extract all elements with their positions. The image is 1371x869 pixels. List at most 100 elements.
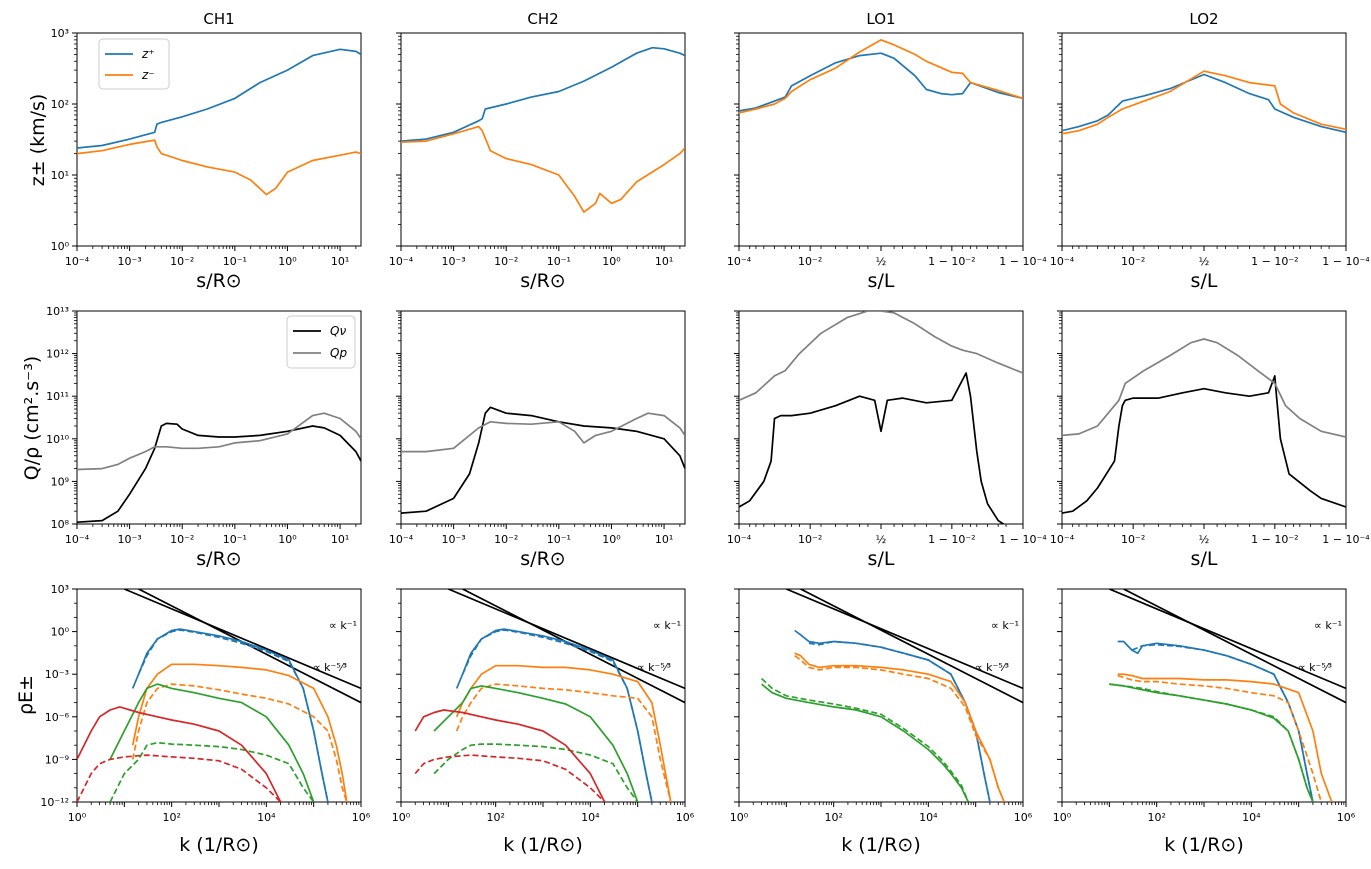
r3-ch1-annotation-k1: ∝ k⁻¹ xyxy=(329,619,357,632)
panel-title-ch2: CH2 xyxy=(527,10,558,28)
legend-q-nu-label: Qν xyxy=(330,324,346,338)
r1-lo1-frame xyxy=(738,32,1024,247)
r3-ch2-xtick-label: 10² xyxy=(486,811,504,824)
r2-ch1-series-qp xyxy=(77,412,361,471)
r1-lo1-series-z-plus xyxy=(739,52,1023,112)
r3-lo2-series-blue-solid xyxy=(1117,640,1314,802)
r1-ch1-xtick-label: 10⁻⁴ xyxy=(65,255,90,268)
r1-ch2-xtick-label: 10⁻⁴ xyxy=(389,255,414,268)
r3-ch1-ytick-label: 10⁰ xyxy=(51,626,70,639)
r1-lo2-xlabel: s/L xyxy=(1191,270,1218,292)
r3-lo2-annotation-k1: ∝ k⁻¹ xyxy=(1314,619,1342,632)
legend-q-box xyxy=(286,315,356,369)
r1-ch1-series-z-minus xyxy=(77,139,361,196)
r2-ch1-ytick-label: 10¹⁰ xyxy=(46,433,69,446)
r3-lo2-series-green-dashed xyxy=(1109,683,1314,802)
r3-ch1-ytick-label: 10⁻⁹ xyxy=(45,753,69,766)
r3-lo2-series-orange-dashed xyxy=(1117,674,1323,802)
r3-lo1-xlabel: k (1/R⊙) xyxy=(841,834,920,856)
r2-ch1-xtick-label: 10⁻¹ xyxy=(223,533,247,546)
panel-title-lo1: LO1 xyxy=(866,10,895,28)
r3-ch1-ytick-label: 10⁻¹² xyxy=(40,796,69,809)
r2-lo1-xlabel: s/L xyxy=(868,548,895,570)
r1-lo1-xlabel: s/L xyxy=(868,270,895,292)
r2-lo2-series-q xyxy=(1062,375,1346,514)
r1-ch1-series-z-plus xyxy=(77,48,361,149)
r3-lo1-ref-k53 xyxy=(800,589,1023,704)
r3-ch1-series-orange-solid xyxy=(131,663,348,802)
r3-ch2-ref-k1 xyxy=(447,589,685,690)
panel-title-lo2: LO2 xyxy=(1189,10,1218,28)
r2-ch1-xtick-label: 10⁻² xyxy=(170,533,194,546)
r1-lo1-xtick-label: 10⁻⁴ xyxy=(727,255,752,268)
r1-ch1-ytick-label: 10⁰ xyxy=(51,240,70,253)
r3-lo1-series-green-dashed xyxy=(761,677,970,802)
r2-ch2-xtick-label: 10⁰ xyxy=(602,533,621,546)
r2-ch1-xtick-label: 10⁰ xyxy=(278,533,297,546)
r2-lo1-frame xyxy=(738,310,1024,525)
r3-lo2-xtick-label: 10⁰ xyxy=(1053,811,1072,824)
legend-z-box xyxy=(98,38,170,90)
r3-lo2-annotation-k53: ∝ k⁻⁵⁄³ xyxy=(1298,661,1332,674)
legend-z-minus-label: z⁻ xyxy=(141,68,155,82)
r2-ch2-xtick-label: 10⁻² xyxy=(494,533,518,546)
r2-lo2-series-qp xyxy=(1062,338,1346,438)
r2-lo1-series-qp xyxy=(739,311,1023,402)
panel-title-ch1: CH1 xyxy=(203,10,234,28)
r1-lo1-series-z-minus xyxy=(739,39,1023,114)
r3-ch1-xtick-label: 10² xyxy=(162,811,180,824)
r3-ch1-xtick-label: 10⁶ xyxy=(352,811,371,824)
r3-ch1-ref-k1 xyxy=(123,589,361,690)
r3-ch1-frame xyxy=(76,588,362,803)
r2-lo1-xtick-label: 10⁻⁴ xyxy=(727,533,752,546)
r3-ch2-xlabel: k (1/R⊙) xyxy=(503,834,582,856)
r3-ch2-series-orange-dashed xyxy=(455,683,672,802)
r1-lo2-xtick-label: 1 − 10⁻² xyxy=(1251,255,1298,268)
r3-ch2-frame xyxy=(400,588,686,803)
r2-lo2-xlabel: s/L xyxy=(1191,548,1218,570)
r2-lo2-xtick-label: 10⁻⁴ xyxy=(1050,533,1075,546)
r2-ch1-xtick-label: 10¹ xyxy=(331,533,349,546)
r3-ch2-series-blue-solid xyxy=(455,628,653,802)
r2-ch2-xtick-label: 10⁻⁴ xyxy=(389,533,414,546)
r2-ch1-ytick-label: 10⁹ xyxy=(51,475,69,488)
r2-lo1-xtick-label: ½ xyxy=(876,533,887,546)
r2-ch2-xtick-label: 10¹ xyxy=(655,533,673,546)
r1-ch2-xtick-label: 10⁰ xyxy=(602,255,621,268)
r1-ch2-xtick-label: 10⁻¹ xyxy=(547,255,571,268)
r3-ch1-xlabel: k (1/R⊙) xyxy=(179,834,258,856)
r2-ch1-series-q xyxy=(77,422,361,524)
r3-ch2-annotation-k1: ∝ k⁻¹ xyxy=(653,619,681,632)
r1-lo1-xtick-label: 1 − 10⁻² xyxy=(928,255,975,268)
r3-ch1-series-green-solid xyxy=(109,683,315,802)
r3-lo1-xtick-label: 10⁶ xyxy=(1014,811,1033,824)
r3-ch2-series-orange-solid xyxy=(455,664,672,802)
r3-lo1-frame xyxy=(738,588,1024,803)
r2-lo1-xtick-label: 1 − 10⁻⁴ xyxy=(999,533,1047,546)
r2-ch1-ytick-label: 10¹¹ xyxy=(46,390,69,403)
row2-ylabel: Q/ρ (cm².s⁻³) xyxy=(21,356,43,480)
r1-lo2-series-z-plus xyxy=(1062,73,1346,134)
r1-lo2-frame xyxy=(1061,32,1347,247)
r1-lo1-xtick-label: 1 − 10⁻⁴ xyxy=(999,255,1047,268)
r3-lo2-xtick-label: 10⁶ xyxy=(1337,811,1356,824)
r1-ch1-ytick-label: 10² xyxy=(51,98,69,111)
r2-ch1-xlabel: s/R⊙ xyxy=(196,548,241,570)
r3-lo1-series-orange-dashed xyxy=(794,655,1005,802)
r1-ch2-xtick-label: 10⁻² xyxy=(494,255,518,268)
r3-lo1-series-green-solid xyxy=(761,683,970,802)
r3-ch1-series-red-dashed xyxy=(77,754,282,802)
r3-ch1-series-red-solid xyxy=(77,706,282,802)
r1-ch2-xtick-label: 10⁻³ xyxy=(442,255,466,268)
r2-lo2-xtick-label: ½ xyxy=(1199,533,1210,546)
r1-ch2-frame xyxy=(400,32,686,247)
r2-lo2-xtick-label: 1 − 10⁻² xyxy=(1251,533,1298,546)
legend-q: Qν Qp xyxy=(286,315,356,369)
r3-lo2-series-orange-solid xyxy=(1117,673,1333,802)
r3-lo2-xlabel: k (1/R⊙) xyxy=(1164,834,1243,856)
r3-ch2-xtick-label: 10⁰ xyxy=(392,811,411,824)
r1-ch1-xtick-label: 10⁰ xyxy=(278,255,297,268)
r3-lo1-ref-k1 xyxy=(785,589,1023,690)
r2-lo1-xtick-label: 1 − 10⁻² xyxy=(928,533,975,546)
r3-ch2-xtick-label: 10⁶ xyxy=(676,811,695,824)
